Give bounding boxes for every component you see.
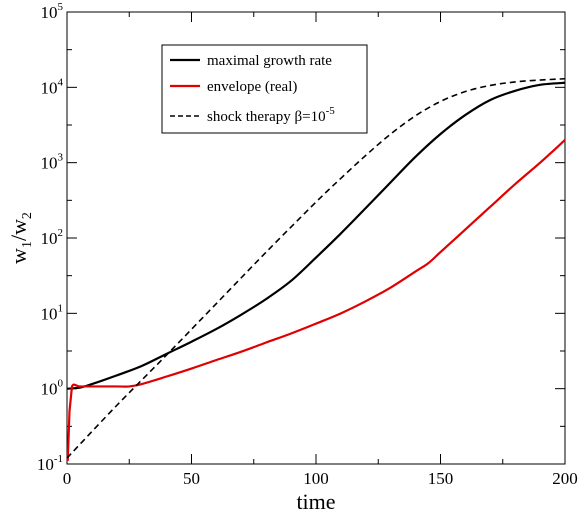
x-tick-label: 200: [552, 469, 578, 488]
y-tick-label: 10-1: [37, 453, 63, 474]
y-tick-label: 101: [41, 302, 64, 323]
x-tick-label: 50: [183, 469, 200, 488]
y-tick-label: 103: [41, 152, 64, 173]
series-maximal-growth-rate: [66, 81, 566, 390]
legend-label-maximal-growth-rate: maximal growth rate: [207, 53, 332, 69]
legend-label-envelope: envelope (real): [207, 79, 297, 95]
series-envelope-real: [66, 139, 566, 461]
x-tick-label: 150: [428, 469, 454, 488]
y-axis-title: w1/w2: [6, 212, 35, 264]
y-tick-label: 100: [41, 378, 64, 399]
y-tick-label: 102: [41, 227, 64, 248]
x-tick-label: 0: [63, 469, 72, 488]
legend-label-shock-therapy: shock therapy β=10-5: [207, 105, 335, 125]
y-tick-label: 104: [41, 76, 64, 97]
x-axis-title: time: [296, 489, 335, 514]
x-tick-label: 100: [303, 469, 329, 488]
axis-ticks: 0 50 100 150 200 10-1 100 101 102 103 104 105: [37, 1, 578, 488]
y-tick-label: 105: [41, 1, 64, 22]
series-layer: [66, 77, 566, 461]
series-shock-therapy: [66, 77, 566, 459]
legend: maximal growth rate envelope (real) shoc…: [161, 44, 368, 134]
